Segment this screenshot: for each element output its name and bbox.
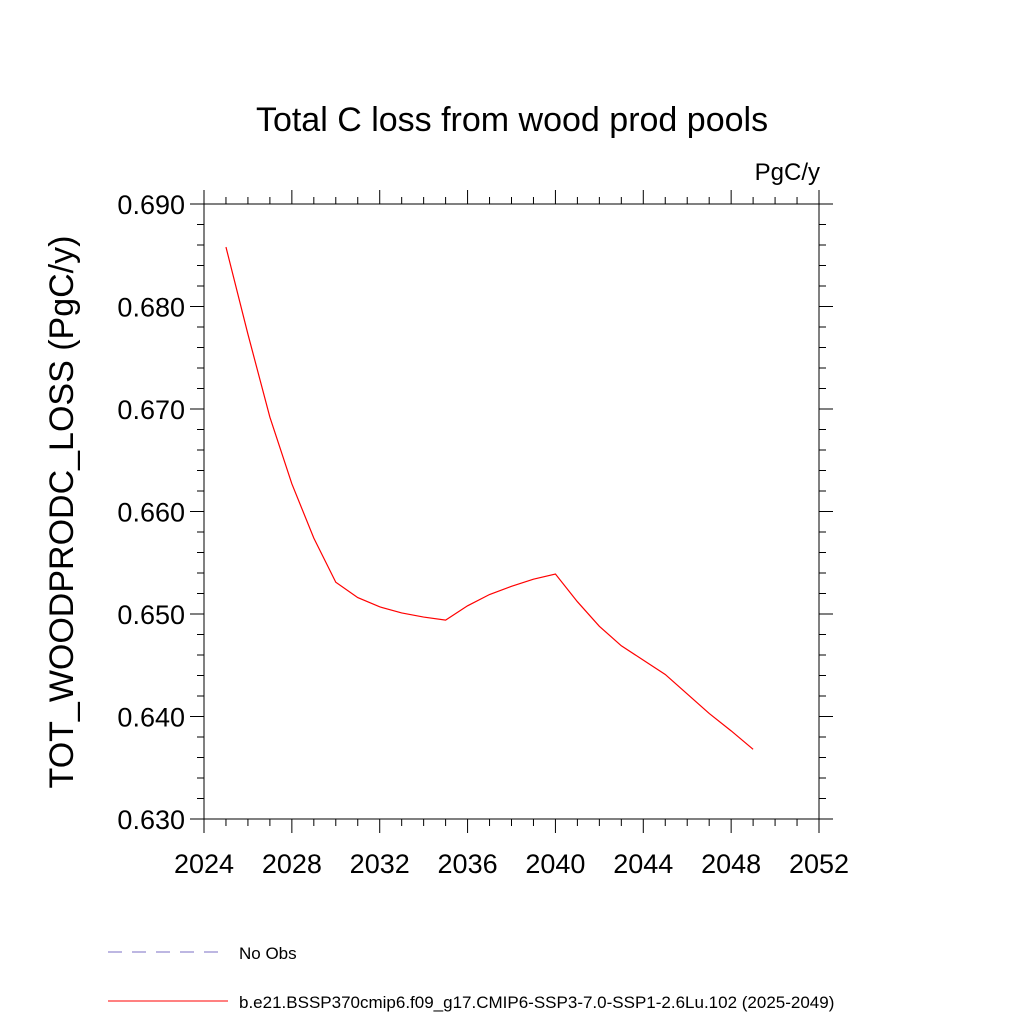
y-tick-label: 0.640 xyxy=(117,703,185,733)
axis-ticks: 2024 2028 2032 2036 2040 2044 2048 2052 0.630 0.6… xyxy=(117,190,849,879)
chart-title: Total C loss from wood prod pools xyxy=(256,101,768,139)
legend: No Obs b.e21.BSSP370cmip6.f09_g17.CMIP6-S… xyxy=(108,944,834,1012)
units-label: PgC/y xyxy=(755,159,820,186)
x-tick-label: 2032 xyxy=(350,849,410,879)
x-tick-label: 2024 xyxy=(174,849,234,879)
series-line-1 xyxy=(225,246,754,750)
y-tick-label: 0.650 xyxy=(117,600,185,630)
x-tick-label: 2044 xyxy=(613,849,673,879)
x-tick-label: 2052 xyxy=(789,849,849,879)
legend-label-0: No Obs xyxy=(239,944,297,963)
y-tick-label: 0.690 xyxy=(117,190,185,220)
y-tick-label: 0.670 xyxy=(117,395,185,425)
x-tick-label: 2048 xyxy=(701,849,761,879)
x-tick-label: 2040 xyxy=(525,849,585,879)
x-tick-label: 2036 xyxy=(438,849,498,879)
y-tick-label: 0.630 xyxy=(117,805,185,835)
y-axis-label: TOT_WOODPRODC_LOSS (PgC/y) xyxy=(43,236,81,789)
series-layer xyxy=(225,246,754,750)
y-tick-label: 0.680 xyxy=(117,293,185,323)
legend-label-1: b.e21.BSSP370cmip6.f09_g17.CMIP6-SSP3-7.… xyxy=(239,993,834,1012)
y-tick-label: 0.660 xyxy=(117,498,185,528)
x-tick-label: 2028 xyxy=(262,849,322,879)
